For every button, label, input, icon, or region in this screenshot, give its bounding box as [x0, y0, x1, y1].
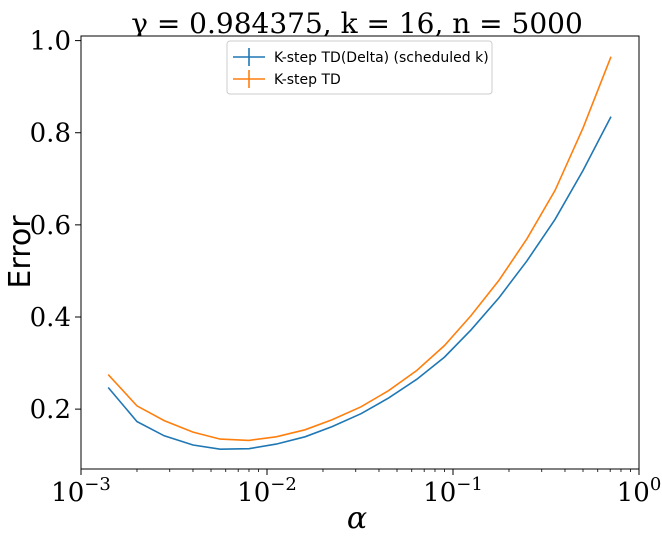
x-tick-label: 10−1	[423, 474, 483, 508]
plot-area	[80, 35, 640, 470]
x-axis-label: α	[347, 501, 367, 536]
legend-box	[226, 40, 493, 95]
y-tick-label: 0.6	[30, 211, 71, 241]
y-tick-label: 0.8	[30, 119, 71, 149]
legend: K-step TD(Delta) (scheduled k) K-step TD	[226, 40, 493, 95]
series-lines	[107, 56, 612, 451]
y-tick-label: 0.4	[30, 303, 71, 333]
chart-title: γ = 0.984375, k = 16, n = 5000	[131, 7, 583, 40]
legend-entry-0: K-step TD(Delta) (scheduled k)	[233, 48, 489, 66]
x-tick-label: 100	[617, 474, 662, 508]
legend-items: K-step TD(Delta) (scheduled k) K-step TD	[233, 48, 489, 88]
series-line-1	[107, 56, 612, 442]
y-axis-label: Error	[3, 215, 38, 289]
x-tick-label: 10−2	[237, 474, 297, 508]
x-tick-label: 10−3	[51, 474, 111, 508]
legend-label: K-step TD	[274, 72, 341, 88]
x-axis-ticks: 10−3 10−2 10−1 100	[51, 469, 661, 508]
legend-entry-1: K-step TD	[233, 70, 341, 88]
y-axis-ticks: 0.2 0.4 0.6 0.8 1.0	[30, 27, 81, 425]
y-tick-label: 1.0	[30, 27, 71, 57]
series-line-0	[107, 116, 612, 451]
legend-label: K-step TD(Delta) (scheduled k)	[274, 50, 489, 66]
y-tick-label: 0.2	[30, 395, 71, 425]
